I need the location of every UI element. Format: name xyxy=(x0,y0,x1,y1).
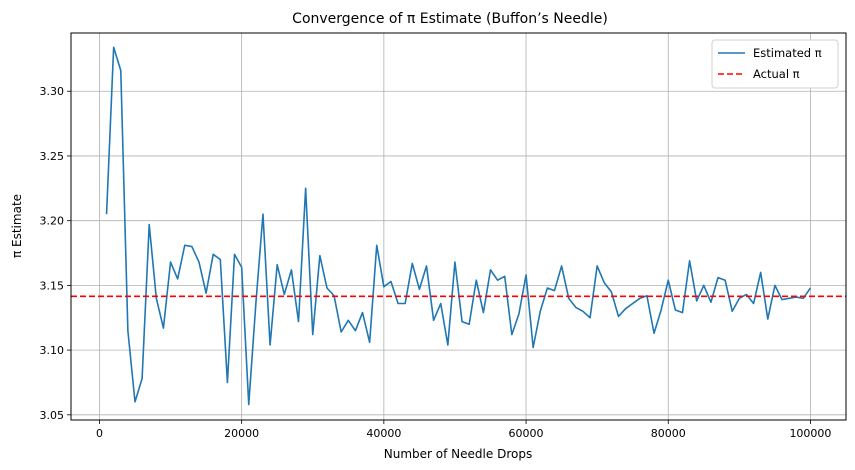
legend-label-actual: Actual π xyxy=(753,67,800,81)
y-tick-label: 3.15 xyxy=(40,279,65,292)
plot-frame xyxy=(70,32,847,421)
x-tick-label: 20000 xyxy=(224,427,259,440)
legend: Estimated π Actual π xyxy=(711,39,839,89)
series-lines xyxy=(71,46,846,406)
chart-title: Convergence of π Estimate (Buffon’s Need… xyxy=(292,11,608,27)
y-axis-label: π Estimate xyxy=(10,194,24,258)
x-axis: 0 20000 40000 60000 80000 100000 xyxy=(96,420,831,440)
x-tick-label: 80000 xyxy=(651,427,686,440)
legend-box xyxy=(711,39,839,89)
y-axis: 3.05 3.10 3.15 3.20 3.25 3.30 xyxy=(40,85,71,422)
x-tick-label: 0 xyxy=(96,427,103,440)
y-tick-label: 3.05 xyxy=(40,409,65,422)
grid xyxy=(71,33,846,420)
legend-label-estimated: Estimated π xyxy=(753,46,822,60)
y-tick-label: 3.25 xyxy=(40,150,65,163)
series-line-estimated-pi xyxy=(105,46,812,406)
x-tick-label: 100000 xyxy=(789,427,831,440)
y-tick-label: 3.30 xyxy=(40,85,65,98)
x-axis-label: Number of Needle Drops xyxy=(384,447,532,461)
x-tick-label: 60000 xyxy=(509,427,544,440)
y-tick-label: 3.10 xyxy=(40,344,65,357)
y-tick-label: 3.20 xyxy=(40,215,65,228)
x-tick-label: 40000 xyxy=(366,427,401,440)
